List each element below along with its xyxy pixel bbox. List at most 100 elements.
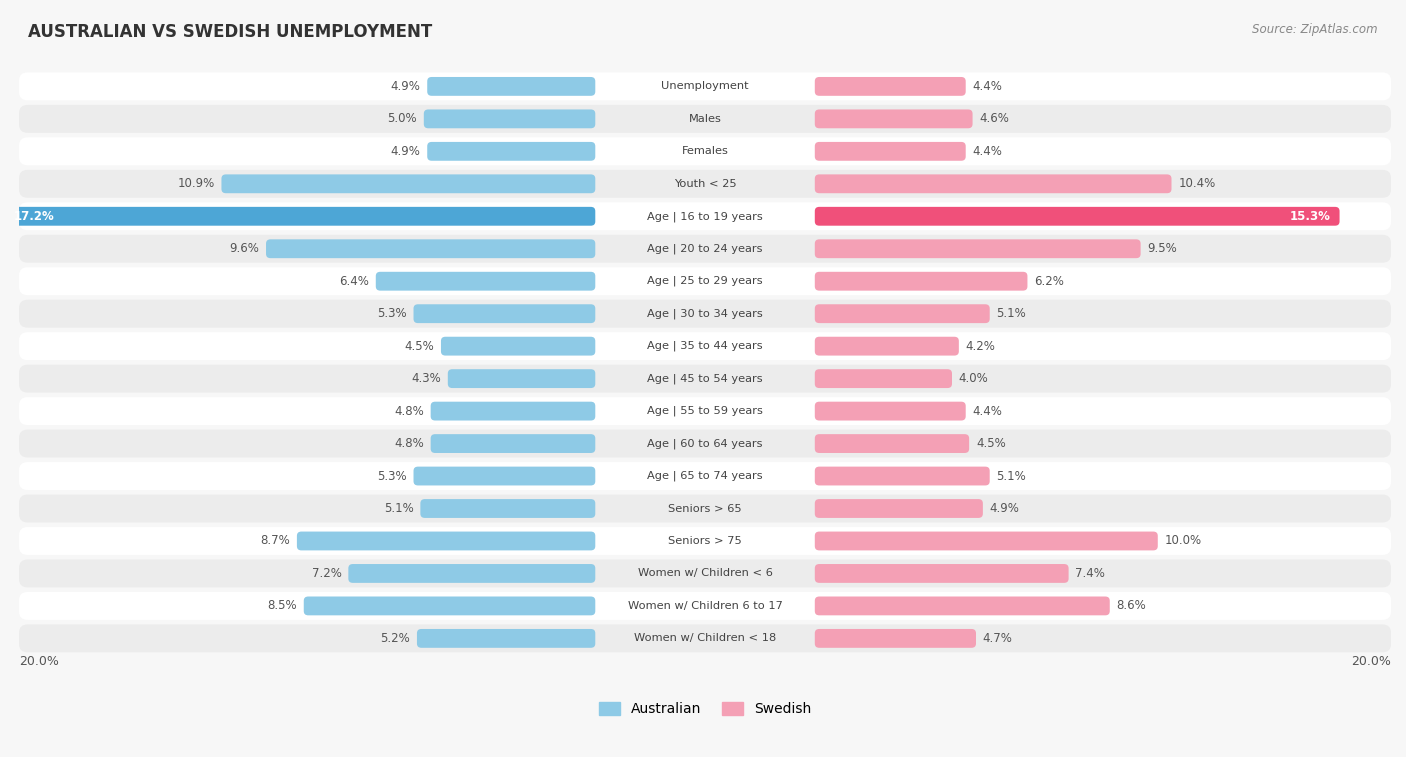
Text: 8.6%: 8.6% [1116, 600, 1146, 612]
Text: Source: ZipAtlas.com: Source: ZipAtlas.com [1253, 23, 1378, 36]
FancyBboxPatch shape [418, 629, 595, 648]
FancyBboxPatch shape [815, 597, 1109, 615]
Text: 5.1%: 5.1% [384, 502, 413, 515]
FancyBboxPatch shape [20, 105, 1391, 132]
Text: 5.3%: 5.3% [377, 307, 406, 320]
FancyBboxPatch shape [20, 267, 1391, 295]
Text: Age | 25 to 29 years: Age | 25 to 29 years [647, 276, 763, 286]
Text: AUSTRALIAN VS SWEDISH UNEMPLOYMENT: AUSTRALIAN VS SWEDISH UNEMPLOYMENT [28, 23, 433, 41]
Text: Age | 45 to 54 years: Age | 45 to 54 years [647, 373, 763, 384]
Text: 15.3%: 15.3% [1291, 210, 1331, 223]
FancyBboxPatch shape [815, 142, 966, 160]
FancyBboxPatch shape [266, 239, 595, 258]
FancyBboxPatch shape [20, 170, 1391, 198]
FancyBboxPatch shape [20, 235, 1391, 263]
FancyBboxPatch shape [423, 110, 595, 128]
Text: 8.5%: 8.5% [267, 600, 297, 612]
FancyBboxPatch shape [20, 592, 1391, 620]
Text: Males: Males [689, 114, 721, 124]
Text: 4.3%: 4.3% [411, 372, 441, 385]
Text: Youth < 25: Youth < 25 [673, 179, 737, 188]
Text: 9.6%: 9.6% [229, 242, 259, 255]
Text: 5.1%: 5.1% [997, 469, 1026, 482]
Text: Age | 55 to 59 years: Age | 55 to 59 years [647, 406, 763, 416]
FancyBboxPatch shape [413, 466, 595, 485]
FancyBboxPatch shape [20, 559, 1391, 587]
Text: Women w/ Children < 6: Women w/ Children < 6 [637, 569, 772, 578]
Text: 4.7%: 4.7% [983, 632, 1012, 645]
Text: 10.9%: 10.9% [177, 177, 215, 190]
Text: Women w/ Children < 18: Women w/ Children < 18 [634, 634, 776, 643]
FancyBboxPatch shape [427, 77, 595, 96]
Text: 4.6%: 4.6% [980, 112, 1010, 126]
Text: Age | 20 to 24 years: Age | 20 to 24 years [647, 244, 763, 254]
FancyBboxPatch shape [20, 300, 1391, 328]
Text: 10.4%: 10.4% [1178, 177, 1216, 190]
Text: 4.9%: 4.9% [391, 80, 420, 93]
FancyBboxPatch shape [304, 597, 595, 615]
Text: Women w/ Children 6 to 17: Women w/ Children 6 to 17 [627, 601, 783, 611]
FancyBboxPatch shape [427, 142, 595, 160]
Text: 4.4%: 4.4% [973, 145, 1002, 158]
FancyBboxPatch shape [815, 77, 966, 96]
FancyBboxPatch shape [815, 435, 969, 453]
Text: 5.1%: 5.1% [997, 307, 1026, 320]
FancyBboxPatch shape [297, 531, 595, 550]
FancyBboxPatch shape [20, 462, 1391, 490]
FancyBboxPatch shape [815, 499, 983, 518]
FancyBboxPatch shape [815, 239, 1140, 258]
Text: Seniors > 75: Seniors > 75 [668, 536, 742, 546]
Text: Age | 65 to 74 years: Age | 65 to 74 years [647, 471, 763, 481]
FancyBboxPatch shape [815, 304, 990, 323]
Text: 5.0%: 5.0% [387, 112, 418, 126]
FancyBboxPatch shape [20, 73, 1391, 101]
FancyBboxPatch shape [20, 137, 1391, 165]
FancyBboxPatch shape [815, 369, 952, 388]
Legend: Australian, Swedish: Australian, Swedish [593, 696, 817, 722]
FancyBboxPatch shape [815, 174, 1171, 193]
Text: 10.0%: 10.0% [1164, 534, 1202, 547]
Text: 4.8%: 4.8% [394, 404, 423, 418]
Text: 8.7%: 8.7% [260, 534, 290, 547]
FancyBboxPatch shape [6, 207, 595, 226]
FancyBboxPatch shape [20, 430, 1391, 457]
FancyBboxPatch shape [221, 174, 595, 193]
FancyBboxPatch shape [20, 202, 1391, 230]
Text: 6.4%: 6.4% [339, 275, 368, 288]
Text: 4.9%: 4.9% [391, 145, 420, 158]
FancyBboxPatch shape [20, 494, 1391, 522]
FancyBboxPatch shape [815, 629, 976, 648]
Text: 4.8%: 4.8% [394, 437, 423, 450]
Text: 6.2%: 6.2% [1035, 275, 1064, 288]
Text: 20.0%: 20.0% [20, 656, 59, 668]
FancyBboxPatch shape [430, 402, 595, 421]
FancyBboxPatch shape [815, 272, 1028, 291]
Text: 4.5%: 4.5% [405, 340, 434, 353]
FancyBboxPatch shape [815, 564, 1069, 583]
Text: 4.4%: 4.4% [973, 404, 1002, 418]
Text: Age | 35 to 44 years: Age | 35 to 44 years [647, 341, 763, 351]
Text: Seniors > 65: Seniors > 65 [668, 503, 742, 513]
Text: 17.2%: 17.2% [14, 210, 55, 223]
Text: 5.3%: 5.3% [377, 469, 406, 482]
Text: Age | 60 to 64 years: Age | 60 to 64 years [647, 438, 763, 449]
Text: 4.2%: 4.2% [966, 340, 995, 353]
Text: 9.5%: 9.5% [1147, 242, 1177, 255]
Text: 4.4%: 4.4% [973, 80, 1002, 93]
FancyBboxPatch shape [20, 332, 1391, 360]
FancyBboxPatch shape [20, 365, 1391, 393]
FancyBboxPatch shape [815, 402, 966, 421]
FancyBboxPatch shape [447, 369, 595, 388]
Text: Age | 16 to 19 years: Age | 16 to 19 years [647, 211, 763, 222]
FancyBboxPatch shape [815, 466, 990, 485]
FancyBboxPatch shape [375, 272, 595, 291]
Text: Females: Females [682, 146, 728, 157]
Text: 4.5%: 4.5% [976, 437, 1005, 450]
FancyBboxPatch shape [420, 499, 595, 518]
FancyBboxPatch shape [815, 207, 1340, 226]
Text: 4.0%: 4.0% [959, 372, 988, 385]
Text: Unemployment: Unemployment [661, 82, 749, 92]
FancyBboxPatch shape [441, 337, 595, 356]
FancyBboxPatch shape [20, 397, 1391, 425]
FancyBboxPatch shape [20, 625, 1391, 653]
